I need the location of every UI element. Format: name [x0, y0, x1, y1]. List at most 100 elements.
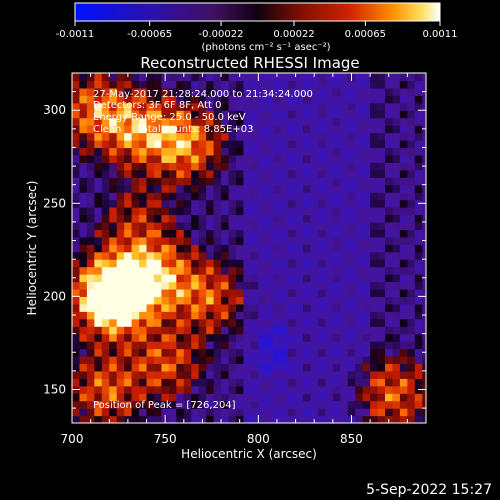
heatmap-cell: [325, 169, 334, 178]
heatmap-cell: [414, 95, 423, 104]
heatmap-cell: [407, 363, 416, 372]
heatmap-cell: [317, 192, 326, 201]
heatmap-cell: [243, 355, 252, 365]
heatmap-cell: [273, 333, 282, 342]
heatmap-cell: [340, 281, 349, 290]
heatmap-cell: [422, 102, 426, 111]
heatmap-cell: [213, 132, 222, 141]
heatmap-cell: [206, 326, 215, 335]
heatmap-cell: [109, 177, 118, 186]
heatmap-cell: [258, 274, 267, 283]
heatmap-cell: [362, 251, 371, 260]
heatmap-cell: [392, 132, 401, 141]
heatmap-cell: [206, 400, 215, 409]
heatmap-cell: [221, 355, 230, 365]
heatmap-cell: [131, 393, 140, 402]
heatmap-cell: [355, 199, 364, 208]
heatmap-cell: [191, 199, 200, 208]
heatmap-cell: [370, 303, 379, 312]
heatmap-cell: [131, 102, 140, 111]
heatmap-cell: [191, 348, 200, 357]
heatmap-cell: [317, 236, 326, 245]
heatmap-cell: [79, 229, 88, 238]
heatmap-cell: [213, 229, 222, 238]
heatmap-cell: [273, 80, 282, 89]
heatmap-cell: [183, 341, 192, 350]
heatmap-cell: [235, 370, 245, 379]
heatmap-cell: [213, 385, 222, 394]
heatmap-cell: [273, 117, 282, 126]
heatmap-cell: [303, 341, 312, 350]
heatmap-cell: [422, 80, 426, 89]
heatmap-cell: [250, 117, 259, 126]
heatmap-cell: [206, 117, 215, 126]
heatmap-cell: [101, 192, 110, 201]
heatmap-cell: [86, 333, 95, 342]
heatmap-cell: [422, 400, 426, 409]
heatmap-cell: [407, 125, 416, 134]
heatmap-cell: [86, 288, 95, 298]
heatmap-cell: [332, 102, 341, 111]
heatmap-cell: [399, 370, 408, 379]
heatmap-cell: [273, 214, 282, 223]
heatmap-cell: [139, 147, 148, 156]
heatmap-cell: [288, 266, 297, 275]
heatmap-cell: [347, 318, 356, 327]
heatmap-cell: [139, 274, 148, 283]
heatmap-cell: [407, 199, 416, 208]
heatmap-cell: [399, 184, 408, 193]
heatmap-cell: [161, 162, 170, 171]
heatmap-cell: [72, 288, 81, 298]
heatmap-cell: [139, 296, 148, 305]
heatmap-cell: [325, 140, 334, 149]
heatmap-cell: [295, 385, 304, 394]
heatmap-cell: [235, 192, 245, 201]
heatmap-cell: [206, 214, 215, 223]
heatmap-cell: [191, 288, 200, 298]
heatmap-cell: [370, 274, 379, 283]
heatmap-cell: [325, 363, 334, 372]
heatmap-cell: [414, 259, 423, 268]
heatmap-cell: [385, 326, 394, 335]
heatmap-cell: [414, 147, 423, 156]
heatmap-cell: [355, 363, 364, 372]
heatmap-cell: [340, 199, 349, 208]
heatmap-cell: [116, 184, 125, 193]
heatmap-cell: [235, 221, 245, 230]
heatmap-cell: [183, 326, 192, 335]
heatmap-cell: [176, 393, 185, 402]
heatmap-cell: [139, 140, 148, 149]
heatmap-cell: [176, 95, 185, 104]
heatmap-cell: [265, 318, 274, 327]
heatmap-cell: [221, 110, 230, 119]
heatmap-cell: [310, 87, 319, 96]
heatmap-cell: [370, 236, 379, 245]
heatmap-cell: [109, 303, 118, 312]
heatmap-cell: [288, 355, 297, 365]
heatmap-cell: [392, 117, 401, 126]
heatmap-cell: [422, 363, 426, 372]
heatmap-cell: [295, 73, 304, 82]
heatmap-cell: [101, 140, 110, 149]
heatmap-cell: [355, 385, 364, 394]
heatmap-cell: [265, 244, 274, 253]
heatmap-cell: [86, 408, 95, 417]
heatmap-cell: [295, 184, 304, 193]
heatmap-cell: [139, 177, 148, 186]
heatmap-cell: [72, 341, 81, 350]
heatmap-cell: [280, 102, 289, 111]
heatmap-cell: [332, 87, 341, 96]
heatmap-cell: [258, 393, 267, 402]
heatmap-cell: [303, 162, 312, 171]
heatmap-cell: [310, 162, 319, 171]
heatmap-cell: [407, 378, 416, 387]
heatmap-cell: [295, 408, 304, 417]
heatmap-cell: [399, 400, 408, 409]
heatmap-cell: [94, 177, 103, 186]
heatmap-cell: [414, 326, 423, 335]
heatmap-cell: [101, 169, 110, 178]
heatmap-cell: [355, 288, 364, 298]
heatmap-cell: [116, 333, 125, 342]
heatmap-cell: [191, 408, 200, 417]
